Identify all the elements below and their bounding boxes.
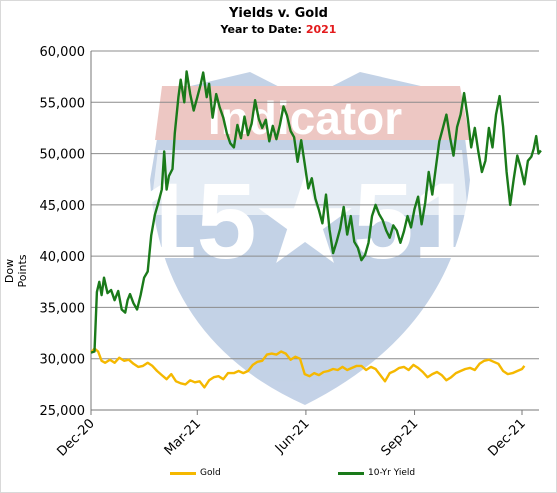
y-tick-label: 35,000 bbox=[40, 301, 86, 316]
subtitle-prefix: Year to Date: bbox=[220, 23, 302, 36]
x-tick-label: Dec-21 bbox=[485, 416, 528, 459]
chart-title: Yields v. Gold bbox=[229, 6, 328, 21]
y-axis-ticks: 25,000 30,000 35,000 40,000 45,000 50,000 55,0… bbox=[40, 45, 86, 419]
grid-lines bbox=[90, 50, 539, 411]
y-tick-label: 60,000 bbox=[40, 45, 86, 60]
y-tick-label: 30,000 bbox=[40, 353, 86, 368]
subtitle-year: 2021 bbox=[305, 23, 337, 36]
y-tick-label: 45,000 bbox=[40, 199, 86, 214]
legend-gold-label: Gold bbox=[200, 468, 221, 478]
x-tick-label: Mar-21 bbox=[162, 416, 204, 458]
x-tick-label: Dec-20 bbox=[54, 416, 97, 459]
chart-subtitle: Year to Date: 2021 bbox=[0, 23, 557, 36]
y-tick-label: 25,000 bbox=[40, 404, 86, 419]
x-tick-label: Sep-21 bbox=[378, 416, 421, 459]
series-lines bbox=[90, 70, 542, 389]
legend-yield: 10-Yr Yield bbox=[338, 468, 415, 478]
y-tick-label: 50,000 bbox=[40, 148, 86, 163]
legend-yield-label: 10-Yr Yield bbox=[368, 468, 416, 478]
gold-series-line bbox=[90, 347, 526, 389]
yield-series-line bbox=[90, 70, 542, 354]
legend-gold-swatch bbox=[170, 471, 196, 475]
y-tick-label: 55,000 bbox=[40, 96, 86, 111]
legend-gold: Gold bbox=[170, 468, 221, 478]
watermark-indicator-text: Indicator bbox=[208, 92, 402, 144]
watermark-logo: Indicator 15★51 bbox=[136, 72, 474, 405]
x-tick-label: Jun-21 bbox=[272, 416, 313, 457]
x-axis-ticks: Dec-20 Mar-21 Jun-21 Sep-21 Dec-21 bbox=[54, 410, 529, 460]
watermark-number-text: 15★51 bbox=[136, 160, 473, 281]
legend-yield-swatch bbox=[338, 471, 364, 475]
y-tick-label: 40,000 bbox=[40, 250, 86, 265]
